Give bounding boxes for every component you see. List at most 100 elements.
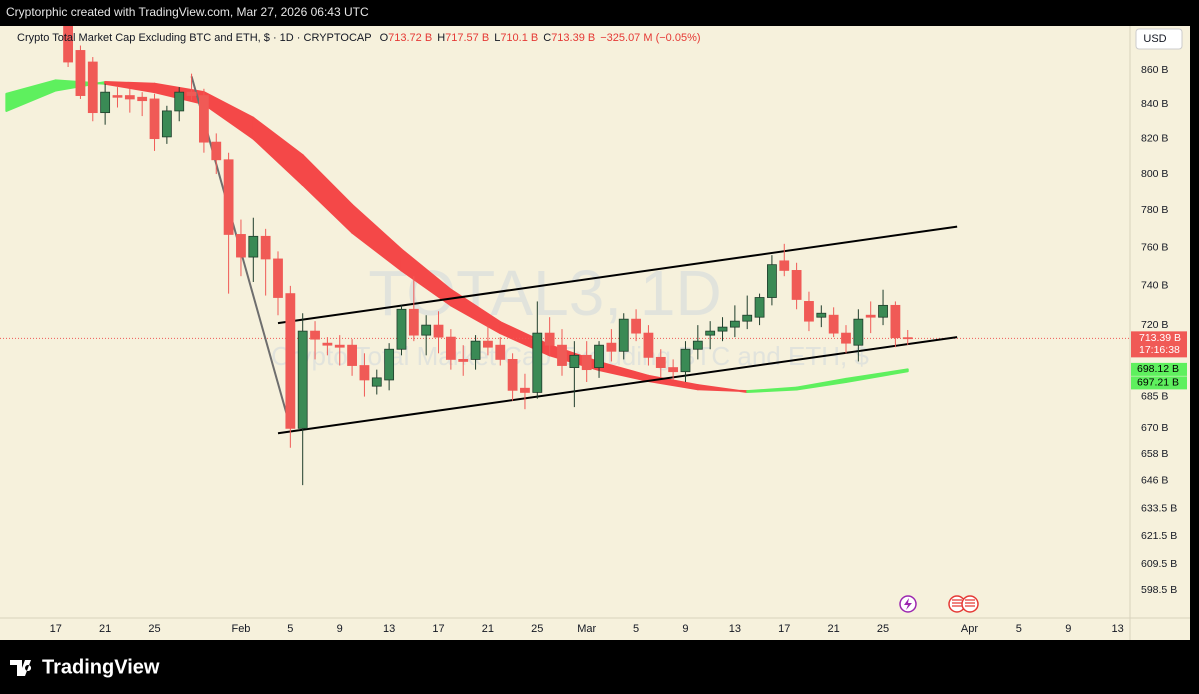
candle-body bbox=[680, 348, 691, 373]
candle-body bbox=[729, 320, 740, 328]
y-tick-label: 860 B bbox=[1141, 64, 1168, 76]
ohlc-value: 717.57 B bbox=[445, 32, 489, 44]
candle-body bbox=[421, 324, 432, 336]
x-tick-label: 9 bbox=[682, 623, 688, 635]
y-tick-label: 621.5 B bbox=[1141, 530, 1177, 542]
candle-body bbox=[816, 312, 827, 318]
candle-body bbox=[606, 342, 617, 352]
x-tick-label: 25 bbox=[877, 623, 889, 635]
x-tick-label: 21 bbox=[99, 623, 111, 635]
candle-body bbox=[396, 308, 407, 350]
candle-body bbox=[507, 358, 518, 391]
candle-body bbox=[322, 342, 333, 346]
candle-body bbox=[878, 304, 888, 318]
trend-line bbox=[277, 225, 958, 325]
candle-body bbox=[865, 314, 876, 318]
candle-body bbox=[890, 304, 901, 339]
change: −325.07 M (−0.05%) bbox=[600, 32, 700, 44]
y-tick-label: 658 B bbox=[1141, 448, 1168, 460]
candle-body bbox=[273, 258, 283, 298]
candle-body bbox=[557, 344, 567, 366]
symbol: Crypto Total Market Cap Excluding BTC an… bbox=[17, 32, 372, 44]
candle-body bbox=[75, 50, 86, 96]
x-tick-label: 13 bbox=[729, 623, 741, 635]
candle-body bbox=[532, 332, 543, 393]
x-tick-label: 9 bbox=[337, 623, 343, 635]
y-tick-label: 685 B bbox=[1141, 390, 1168, 402]
ribbon-price-label: 697.21 B bbox=[1137, 377, 1179, 389]
x-tick-label: 21 bbox=[482, 623, 494, 635]
candle-body bbox=[520, 387, 530, 393]
candle-body bbox=[655, 356, 666, 368]
candle-body bbox=[717, 326, 728, 332]
y-tick-label: 609.5 B bbox=[1141, 558, 1177, 570]
candle-body bbox=[791, 270, 802, 300]
candle-body bbox=[902, 337, 913, 340]
candle-body bbox=[384, 348, 395, 381]
candle-body bbox=[544, 332, 555, 346]
candle-body bbox=[668, 367, 679, 373]
ribbon-price-box bbox=[1131, 362, 1187, 376]
x-tick-label: 25 bbox=[531, 623, 543, 635]
ribbon-price-label: 698.12 B bbox=[1137, 363, 1179, 375]
x-tick-label: 5 bbox=[287, 623, 293, 635]
plot-area bbox=[0, 26, 1130, 486]
candle-body bbox=[112, 95, 123, 98]
x-tick-label: 17 bbox=[50, 623, 62, 635]
candle-body bbox=[347, 344, 357, 366]
candle-body bbox=[285, 293, 296, 429]
footer: TradingView bbox=[10, 656, 160, 678]
candle-body bbox=[63, 26, 73, 63]
x-tick-label: 17 bbox=[432, 623, 444, 635]
symbol-legend: Crypto Total Market Cap Excluding BTC an… bbox=[17, 32, 701, 44]
candle-body bbox=[495, 344, 506, 360]
candle-body bbox=[705, 330, 716, 336]
candle-body bbox=[445, 336, 456, 360]
last-price-box bbox=[1131, 331, 1187, 358]
currency-box[interactable] bbox=[1135, 28, 1183, 50]
ohlc-key: O bbox=[380, 32, 389, 44]
candle-body bbox=[310, 330, 320, 340]
candle-body bbox=[186, 91, 197, 96]
event-icon[interactable] bbox=[961, 595, 979, 613]
x-tick-label: 21 bbox=[828, 623, 840, 635]
chart-panel bbox=[0, 26, 1190, 640]
countdown: 17:16:38 bbox=[1139, 344, 1180, 356]
y-tick-label: 740 B bbox=[1141, 280, 1168, 292]
candle-body bbox=[433, 324, 444, 338]
x-tick-label: Mar bbox=[577, 623, 596, 635]
candle-body bbox=[569, 354, 580, 368]
x-tick-label: 5 bbox=[633, 623, 639, 635]
logo-icon bbox=[10, 660, 32, 676]
candle-body bbox=[100, 91, 111, 114]
candle-body bbox=[804, 301, 814, 322]
candle-body bbox=[124, 95, 135, 100]
candle-body bbox=[149, 98, 160, 140]
ohlc-value: 710.1 B bbox=[500, 32, 538, 44]
last-price-label: 713.39 B bbox=[1139, 332, 1181, 344]
y-tick-label: 760 B bbox=[1141, 241, 1168, 253]
flag bbox=[952, 599, 975, 607]
candle-body bbox=[260, 235, 271, 260]
ohlc-value: 713.72 B bbox=[388, 32, 432, 44]
candle-body bbox=[581, 354, 592, 371]
ohlc-key: C bbox=[543, 32, 551, 44]
candle-body bbox=[87, 61, 98, 114]
x-tick-label: 17 bbox=[778, 623, 790, 635]
ohlc-key: H bbox=[437, 32, 445, 44]
candle-body bbox=[408, 308, 419, 336]
candle-body bbox=[742, 314, 753, 322]
y-tick-label: 598.5 B bbox=[1141, 584, 1177, 596]
candle-body bbox=[236, 234, 246, 258]
candle-body bbox=[841, 332, 851, 344]
axes: 860 B 840 B 820 B 800 B 780 B 760 B 740 B 720 B… bbox=[50, 64, 1187, 635]
candle-body bbox=[643, 332, 654, 358]
x-tick-label: 13 bbox=[383, 623, 395, 635]
ohlc-value: 713.39 B bbox=[551, 32, 595, 44]
currency[interactable]: USD bbox=[1143, 33, 1166, 45]
x-tick-label: 13 bbox=[1112, 623, 1124, 635]
x-tick-label: 5 bbox=[1016, 623, 1022, 635]
lightning bbox=[904, 598, 912, 610]
candle-body bbox=[631, 318, 641, 334]
candle-body bbox=[779, 260, 790, 271]
